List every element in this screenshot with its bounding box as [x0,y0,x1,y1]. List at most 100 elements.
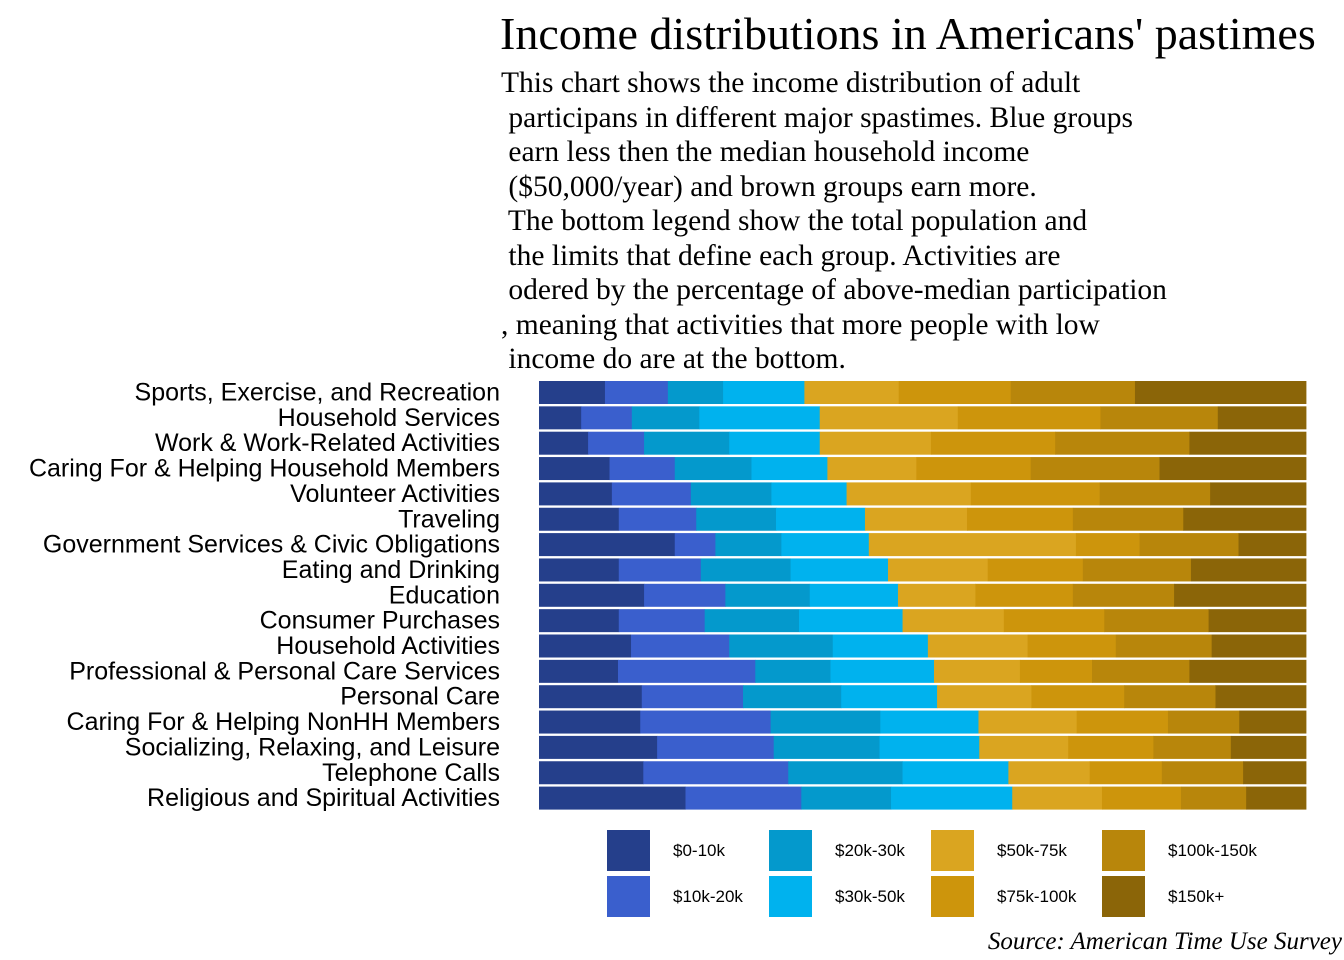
chart-source: Source: American Time Use Survey [987,928,1342,955]
bar-segment [539,558,620,582]
bar-segment [674,533,716,557]
chart-description: This chart shows the income distribution… [501,67,1167,375]
bar-segment [1027,634,1117,658]
bar-segment [1211,634,1307,658]
category-label: Eating and Drinking [282,556,500,584]
category-label: Education [389,581,500,609]
bar-segment [751,457,828,481]
bar-segment [539,735,658,759]
chart-title: Income distributions in Americans' pasti… [500,8,1316,59]
legend-swatch [931,830,974,871]
bar-segment [880,710,979,734]
bar-segment [644,431,730,455]
bar-segment [729,431,821,455]
bars-layer [539,381,1307,810]
bar-segment [581,406,633,430]
category-label: Government Services & Civic Obligations [43,531,500,559]
category-label: Religious and Spiritual Activities [147,784,500,812]
bar-segment [1082,558,1192,582]
bar-segment [801,786,892,810]
bar-segment [539,634,632,658]
bar-segment [776,507,866,531]
bar-segment [788,761,903,785]
bar-segment [667,381,724,404]
bar-segment [631,406,700,430]
bar-segment [804,381,900,404]
bar-segment [640,710,772,734]
bar-segment [1189,431,1307,455]
bar-segment [1055,431,1190,455]
legend-swatch [769,830,812,871]
bar-segment [715,533,782,557]
bar-segment [699,406,821,430]
bar-segment [539,381,606,404]
bar-segment [927,634,1028,658]
bar-segment [539,583,645,607]
bar-segment [891,786,1013,810]
category-label: Household Activities [276,632,500,660]
bar-segment [1238,533,1307,557]
bar-segment [1019,659,1093,683]
bar-segment [841,685,938,709]
bar-segment [1003,609,1105,633]
category-label: Sports, Exercise, and Recreation [135,379,500,407]
bar-segment [790,558,889,582]
bar-segment [657,735,775,759]
bar-segment [539,533,676,557]
bar-segment [1180,786,1247,810]
bar-segment [868,533,1077,557]
bar-segment [916,457,1032,481]
bar-segment [685,786,802,810]
bar-segment [723,381,805,404]
bar-segment [827,457,917,481]
bar-segment [1076,710,1169,734]
legend: $0-10k $10k-20k $20k-30k $30k-50k $50k-75k $7… [607,830,1257,917]
bar-segment [674,457,752,481]
bar-segment [819,431,932,455]
category-label: Caring For & Helping NonHH Members [67,708,500,736]
bar-segment [1239,710,1307,734]
legend-swatch [607,830,650,871]
legend-swatch [607,876,650,917]
bar-segment [631,634,730,658]
bar-segment [611,482,692,506]
bar-segment [1174,583,1307,607]
bar-segment [773,735,880,759]
bar-segment [743,685,842,709]
bar-segment [987,558,1084,582]
legend-swatch [931,876,974,917]
bar-segment [902,761,1009,785]
bar-segment [819,406,959,430]
bar-segment [1159,457,1307,481]
bar-segment [700,558,791,582]
bar-segment [930,431,1056,455]
bar-segment [781,533,870,557]
bar-segment [1246,786,1307,810]
bar-segment [864,507,968,531]
bar-segment [696,507,777,531]
bar-segment [979,735,1069,759]
bar-segment [832,634,929,658]
category-label: Telephone Calls [322,759,500,787]
bar-segment [618,507,697,531]
category-label: Household Services [278,404,500,432]
bar-segment [755,659,831,683]
bar-segment [539,685,643,709]
legend-label: $150k+ [1168,887,1224,906]
bar-segment [830,659,935,683]
bar-segment [1012,786,1103,810]
bar-segment [970,482,1101,506]
bar-segment [1092,659,1190,683]
legend-label: $50k-75k [997,841,1067,860]
bar-segment [887,558,989,582]
bar-segment [1075,533,1140,557]
bar-segment [966,507,1074,531]
bar-segment [641,685,744,709]
bar-segment [1167,710,1240,734]
bar-segment [539,659,619,683]
bar-segment [1104,609,1209,633]
category-label: Consumer Purchases [260,607,500,635]
bar-segment [618,609,706,633]
bar-segment [937,685,1032,709]
